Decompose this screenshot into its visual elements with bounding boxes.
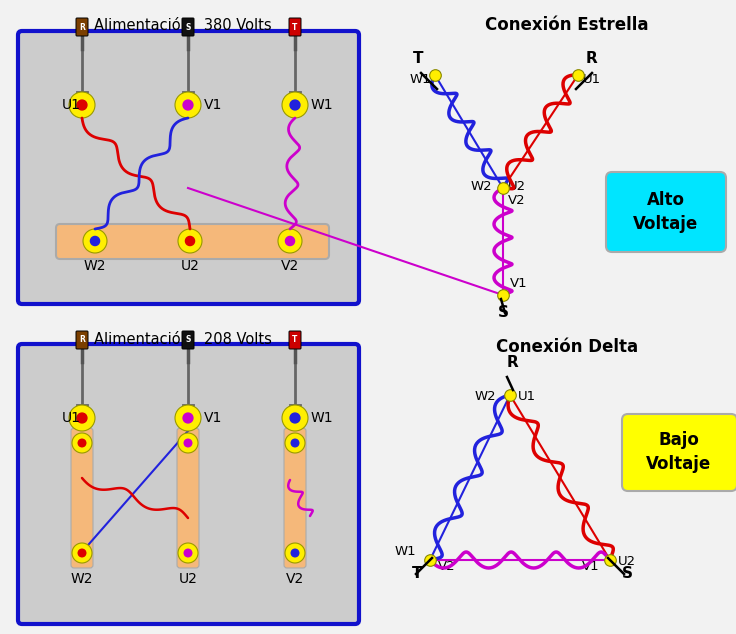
Circle shape <box>178 433 198 453</box>
Circle shape <box>290 413 300 423</box>
Text: R: R <box>586 51 598 66</box>
Circle shape <box>290 100 300 110</box>
Circle shape <box>83 229 107 253</box>
FancyBboxPatch shape <box>177 428 199 568</box>
Point <box>497 183 509 193</box>
Circle shape <box>291 439 299 447</box>
Text: U2: U2 <box>508 180 526 193</box>
FancyBboxPatch shape <box>56 224 329 259</box>
Circle shape <box>286 236 294 245</box>
Point <box>504 390 516 400</box>
Text: Alimentación   380 Volts: Alimentación 380 Volts <box>94 18 272 33</box>
Text: T: T <box>292 335 297 344</box>
FancyBboxPatch shape <box>18 31 359 304</box>
Text: S: S <box>185 22 191 32</box>
Circle shape <box>178 229 202 253</box>
Circle shape <box>184 549 192 557</box>
Circle shape <box>69 92 95 118</box>
Text: S: S <box>185 335 191 344</box>
Circle shape <box>278 229 302 253</box>
Text: Alto
Voltaje: Alto Voltaje <box>634 191 698 233</box>
Text: U1: U1 <box>62 98 81 112</box>
Circle shape <box>72 543 92 563</box>
Text: W2: W2 <box>471 180 492 193</box>
Text: V2: V2 <box>438 560 456 573</box>
Text: Alimentación   208 Volts: Alimentación 208 Volts <box>94 332 272 347</box>
Text: W2: W2 <box>84 259 106 273</box>
Text: U2: U2 <box>180 259 199 273</box>
Text: U2: U2 <box>618 555 636 568</box>
FancyBboxPatch shape <box>18 344 359 624</box>
Text: V1: V1 <box>204 98 222 112</box>
Text: V2: V2 <box>281 259 299 273</box>
Text: V2: V2 <box>508 194 526 207</box>
Text: R: R <box>79 335 85 344</box>
Text: Bajo
Voltaje: Bajo Voltaje <box>646 431 712 473</box>
Text: W2: W2 <box>71 572 93 586</box>
Text: T: T <box>413 51 423 66</box>
Text: V1: V1 <box>204 411 222 425</box>
Circle shape <box>183 100 193 110</box>
Circle shape <box>77 413 87 423</box>
FancyBboxPatch shape <box>182 331 194 349</box>
FancyBboxPatch shape <box>71 428 93 568</box>
Text: W1: W1 <box>395 545 417 558</box>
Text: W1: W1 <box>410 73 431 86</box>
Text: V2: V2 <box>286 572 304 586</box>
Circle shape <box>291 549 299 557</box>
Text: W1: W1 <box>311 98 333 112</box>
Point <box>429 70 441 80</box>
Text: R: R <box>506 355 518 370</box>
Circle shape <box>184 439 192 447</box>
Circle shape <box>175 405 201 431</box>
Circle shape <box>69 405 95 431</box>
Text: Conexión Delta: Conexión Delta <box>496 338 638 356</box>
Text: U2: U2 <box>179 572 197 586</box>
FancyBboxPatch shape <box>76 331 88 349</box>
Circle shape <box>282 405 308 431</box>
Text: S: S <box>622 566 633 581</box>
Text: T: T <box>292 22 297 32</box>
Text: R: R <box>79 22 85 32</box>
Text: W2: W2 <box>475 390 497 403</box>
Circle shape <box>72 433 92 453</box>
Text: V1: V1 <box>582 560 600 573</box>
FancyBboxPatch shape <box>289 18 301 36</box>
FancyBboxPatch shape <box>606 172 726 252</box>
Point <box>424 555 436 565</box>
FancyBboxPatch shape <box>622 414 736 491</box>
Text: U1: U1 <box>62 411 81 425</box>
Circle shape <box>178 543 198 563</box>
Circle shape <box>282 92 308 118</box>
Text: T: T <box>412 566 422 581</box>
Circle shape <box>91 236 99 245</box>
FancyBboxPatch shape <box>289 331 301 349</box>
Point <box>572 70 584 80</box>
FancyBboxPatch shape <box>182 18 194 36</box>
Text: U1: U1 <box>518 390 536 403</box>
FancyBboxPatch shape <box>76 18 88 36</box>
Text: V1: V1 <box>510 277 528 290</box>
Circle shape <box>285 433 305 453</box>
Circle shape <box>185 236 194 245</box>
Circle shape <box>78 439 86 447</box>
FancyBboxPatch shape <box>284 428 306 568</box>
Text: W1: W1 <box>311 411 333 425</box>
Circle shape <box>78 549 86 557</box>
Text: S: S <box>498 305 509 320</box>
Circle shape <box>183 413 193 423</box>
Circle shape <box>77 100 87 110</box>
Text: Conexión Estrella: Conexión Estrella <box>485 16 648 34</box>
Circle shape <box>285 543 305 563</box>
Point <box>604 555 616 565</box>
Text: U1: U1 <box>583 73 601 86</box>
Point <box>497 290 509 300</box>
Circle shape <box>175 92 201 118</box>
